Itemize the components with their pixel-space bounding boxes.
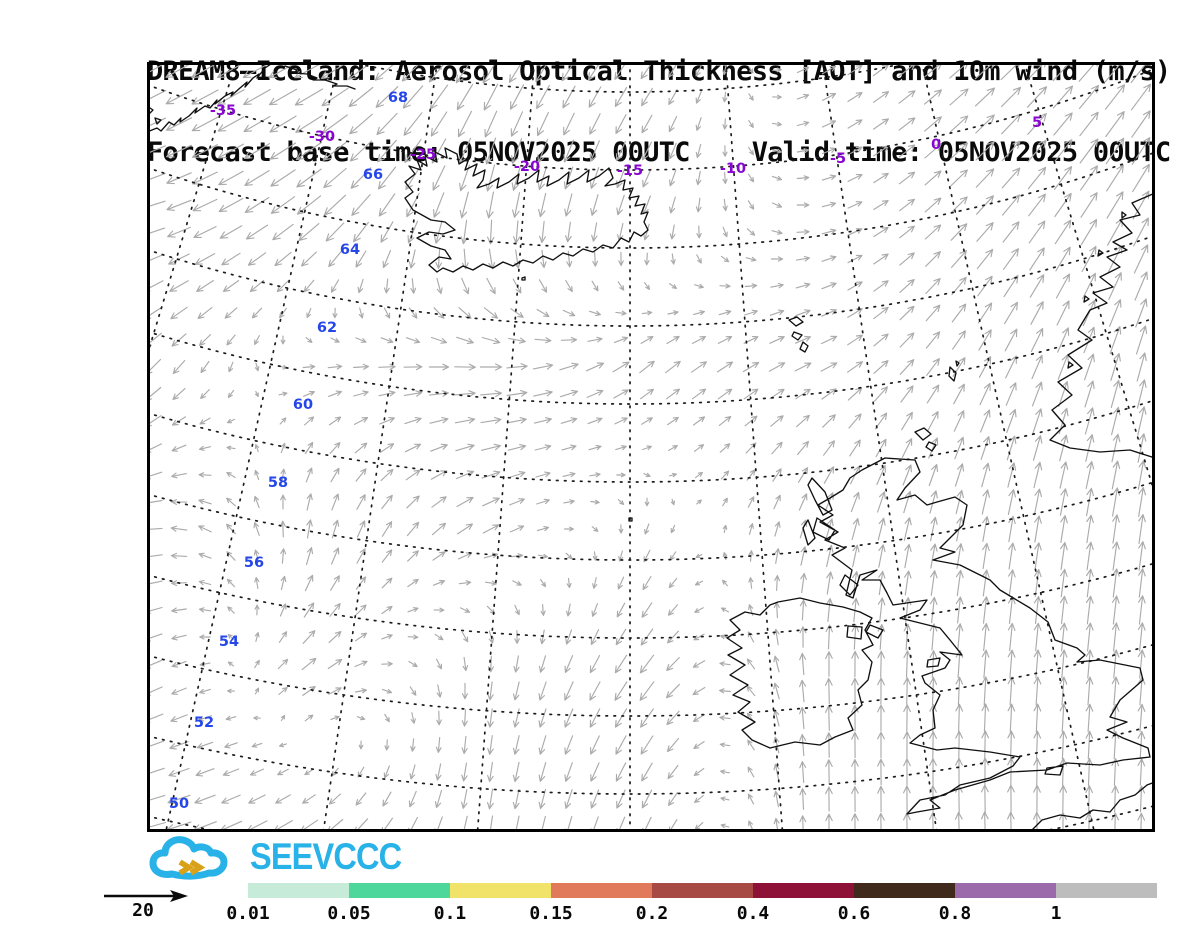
- wind-reference-value: 20: [132, 900, 154, 921]
- latitude-label: 54: [219, 634, 239, 650]
- longitude-label: 5: [1032, 115, 1042, 131]
- seevccc-logo: SEEVCCC: [148, 833, 422, 881]
- aot-colorbar-segment: [955, 883, 1056, 898]
- longitude-label: -10: [720, 161, 746, 177]
- latitude-label: 66: [363, 167, 383, 183]
- graticule-gridlines: [147, 62, 1155, 832]
- latitude-label: 50: [169, 796, 189, 812]
- aot-colorbar-segment: [450, 883, 551, 898]
- longitude-label: -35: [210, 103, 236, 119]
- logo-arrow-chevrons: [178, 859, 206, 876]
- longitude-label: -5: [830, 151, 846, 167]
- aot-colorbar: 0.01 0.05 0.1 0.15 0.2 0.4 0.6 0.8 1: [226, 883, 1157, 924]
- cloud-logo-icon: [149, 836, 228, 880]
- logo-text: SEEVCCC: [250, 836, 402, 877]
- aot-colorbar-tick-label: 0.15: [529, 903, 573, 924]
- aot-colorbar-tick-label: 0.2: [635, 903, 669, 924]
- latitude-label: 52: [194, 715, 214, 731]
- longitude-label: -15: [617, 163, 643, 179]
- longitude-label: 0: [931, 137, 941, 153]
- aot-colorbar-tick-label: 0.4: [736, 903, 770, 924]
- wind-ref-head: [170, 890, 188, 902]
- latitude-label: 58: [268, 475, 288, 491]
- aot-colorbar-tick-label: 0.8: [938, 903, 972, 924]
- chart-title-line2: Forecast base time: 05NOV2025 00UTC Vali…: [147, 137, 1171, 168]
- latitude-label: 62: [317, 320, 337, 336]
- legend: 20 0.01 0.05 0.1 0.15 0.2 0.4 0.6 0.8 1: [0, 870, 1198, 930]
- coastlines: [147, 62, 1155, 832]
- cloud-shape: [149, 836, 228, 880]
- aot-colorbar-segment: [753, 883, 854, 898]
- latitude-label: 60: [293, 397, 313, 413]
- aot-colorbar-tick-label: 0.6: [837, 903, 871, 924]
- wind-vectors: [147, 62, 1152, 832]
- latitude-label: 68: [388, 90, 408, 106]
- aot-colorbar-segment: [652, 883, 753, 898]
- aot-colorbar-segment: [551, 883, 652, 898]
- aot-colorbar-segment: [1056, 883, 1157, 898]
- aot-colorbar-tick-label: 0.05: [327, 903, 371, 924]
- aot-colorbar-tick-label: 1: [1050, 903, 1062, 924]
- aot-colorbar-tick-label: 0.01: [226, 903, 270, 924]
- wind-reference-arrow: [104, 890, 188, 902]
- aot-colorbar-segment: [248, 883, 349, 898]
- aot-colorbar-segment: [349, 883, 450, 898]
- longitude-label: -30: [309, 129, 335, 145]
- longitude-label: -20: [514, 159, 540, 175]
- longitude-label: -25: [410, 147, 436, 163]
- latitude-label: 64: [340, 242, 360, 258]
- aot-colorbar-segment: [854, 883, 955, 898]
- forecast-map: -35 -30 -25 -20 -15 -10 -5 0 5 68 66 64 62 60 58 56 54 52…: [147, 62, 1155, 832]
- aot-colorbar-tick-label: 0.1: [433, 903, 467, 924]
- latitude-label: 56: [244, 555, 264, 571]
- map-border: [147, 62, 1155, 832]
